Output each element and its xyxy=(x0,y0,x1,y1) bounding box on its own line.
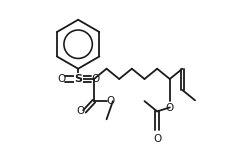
Text: O: O xyxy=(166,103,174,113)
Text: O: O xyxy=(91,74,99,84)
Text: S: S xyxy=(74,74,82,84)
Text: O: O xyxy=(57,74,65,84)
Text: O: O xyxy=(106,96,115,106)
Text: O: O xyxy=(153,134,161,144)
Text: O: O xyxy=(76,106,85,116)
